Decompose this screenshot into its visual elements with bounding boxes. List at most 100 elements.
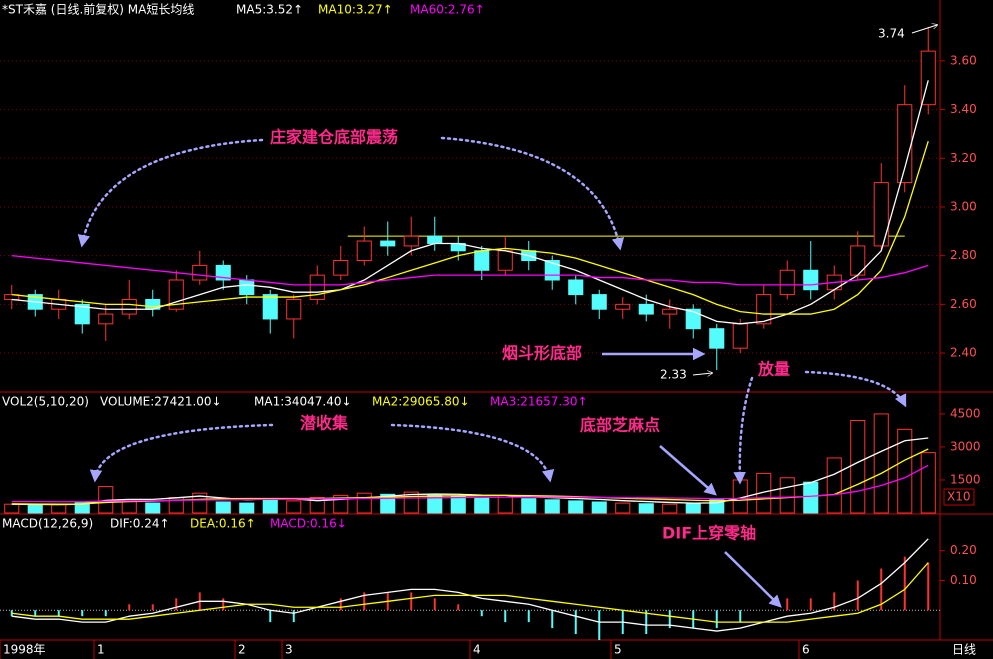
y-tick-label: 4500 <box>950 406 981 420</box>
ma-line <box>11 562 929 623</box>
candle-body <box>897 104 913 184</box>
volume-bar <box>4 503 20 514</box>
arrow <box>733 376 754 485</box>
volume-bar <box>897 428 913 514</box>
candle-body <box>873 182 889 247</box>
annotation: 放量 <box>757 360 790 379</box>
x-tick-label: 3 <box>285 643 293 657</box>
plot: 2.40 2.60 2.80 3.00 3.20 3.40 3.60 MA5:3.52↑ MA1… <box>0 3 981 659</box>
volume-bar <box>591 501 607 514</box>
volume-bar <box>685 502 701 514</box>
ma-line <box>11 255 929 286</box>
y-tick-label: 1500 <box>950 472 981 486</box>
y-tick-label: 2.40 <box>950 346 977 360</box>
candle-body <box>756 294 772 325</box>
volume-bar <box>638 503 654 514</box>
y-tick-label: 3.60 <box>950 53 977 67</box>
legend-entry: MA2:29065.80↓ <box>372 395 470 409</box>
arrow <box>440 136 625 251</box>
volume-bar <box>403 491 419 514</box>
annotation: 庄家建仓底部震荡 <box>270 128 398 147</box>
legend-entry: MA60:2.76↑ <box>410 3 485 17</box>
ma-line <box>11 141 929 315</box>
x-tick-label: 6 <box>802 643 810 657</box>
arrow <box>724 551 782 608</box>
volume-bar <box>239 502 255 514</box>
high-label: 3.74 <box>878 27 905 41</box>
candle-body <box>427 235 443 244</box>
candle-body <box>239 279 255 296</box>
x-tick-label: 4 <box>473 643 481 657</box>
candle-body <box>262 294 278 320</box>
x-tick-label: 2 <box>238 643 246 657</box>
y-tick-label: 2.80 <box>950 248 977 262</box>
y-tick-label: 3.20 <box>950 151 977 165</box>
chart-title: VOL2(5,10,20) <box>2 395 89 409</box>
annotations: 庄家建仓底部震荡 烟斗形底部 放量 潜收集 底部芝麻点 DIF上穿零轴 2.33… <box>2 2 976 657</box>
legend-entry: MACD:0.16↓ <box>270 517 347 531</box>
annotation: 潜收集 <box>300 414 349 433</box>
legend-entry: MA5:3.52↑ <box>236 3 303 17</box>
candle-body <box>591 294 607 310</box>
arrow <box>804 370 907 408</box>
period-label: 日线 <box>952 643 976 657</box>
ma-line <box>11 464 929 503</box>
candle-body <box>403 235 419 247</box>
volume-bar <box>215 501 231 514</box>
x-tick-label: 5 <box>614 643 622 657</box>
volume-bar <box>286 500 302 514</box>
volume-bar <box>544 499 560 514</box>
volume-bar <box>450 495 466 514</box>
candle-body <box>662 308 678 315</box>
candle-body <box>286 298 302 320</box>
candle-body <box>333 260 349 276</box>
candle-body <box>709 328 725 349</box>
volume-bar <box>192 492 208 514</box>
candle-body <box>615 303 631 310</box>
volume-bar <box>309 497 325 514</box>
candle-body <box>638 303 654 315</box>
y-tick-label: 2.60 <box>950 297 977 311</box>
arrow <box>692 373 712 375</box>
legend-entry: DEA:0.16↑ <box>190 517 256 531</box>
candle-body <box>497 250 513 271</box>
volume-bar <box>356 492 372 514</box>
candle-body <box>168 279 184 310</box>
candle-body <box>380 240 396 247</box>
chart-title: *ST禾嘉 (日线.前复权) MA短长均线 <box>2 2 194 17</box>
annotation: DIF上穿零轴 <box>662 524 756 543</box>
legend-entry: VOLUME:27421.00↓ <box>100 395 222 409</box>
candle-body <box>98 313 114 325</box>
volume-bar <box>145 502 161 514</box>
volume-bar <box>920 452 936 514</box>
candle-body <box>192 264 208 281</box>
x-tick-label: 1998年 <box>3 643 46 657</box>
arrow <box>77 138 264 248</box>
y-tick-label: 0.10 <box>950 573 977 587</box>
candle-body <box>568 279 584 296</box>
volume-bar <box>27 504 43 514</box>
legend-entry: MA10:3.27↑ <box>318 3 393 17</box>
volume-bar <box>615 502 631 514</box>
volume-bar <box>850 420 866 514</box>
volume-bar <box>51 504 67 514</box>
volume-bar <box>474 497 490 514</box>
ma-line <box>11 437 929 506</box>
volume-bar <box>779 477 795 514</box>
volume-bar <box>521 498 537 514</box>
candle-body <box>215 264 231 281</box>
volume-bar <box>873 413 889 514</box>
candle-body <box>732 323 748 349</box>
volume-bar <box>497 494 513 514</box>
arrow <box>89 423 274 483</box>
y-tick-label: 0.20 <box>950 543 977 557</box>
frame <box>0 0 993 641</box>
candle-body <box>685 308 701 330</box>
volume-bar <box>826 457 842 514</box>
unit-box <box>943 488 975 506</box>
candle-body <box>121 298 137 315</box>
candle-body <box>356 240 372 262</box>
candle-body <box>474 250 490 271</box>
arrow <box>911 25 937 34</box>
